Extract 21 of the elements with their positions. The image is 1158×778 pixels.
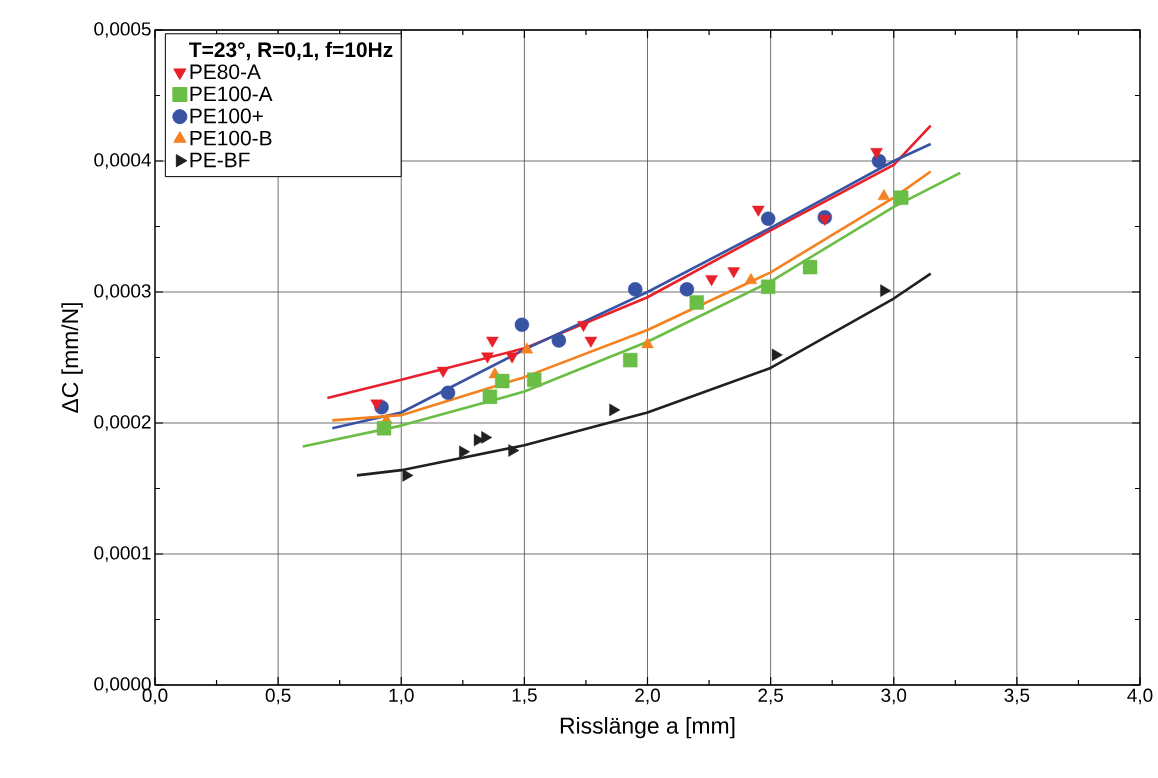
y-tick-label: 0,0001 — [94, 546, 151, 562]
x-tick-label: 2,5 — [758, 688, 783, 705]
x-tick-label: 1,5 — [512, 688, 537, 704]
legend-label: PE100-A — [190, 86, 273, 102]
x-axis-title: Risslänge a [mm] — [560, 716, 735, 739]
y-tick-label: 0,0004 — [94, 153, 151, 169]
y-tick-label: 0,0003 — [94, 284, 151, 300]
legend-label: PE100-B — [190, 130, 272, 146]
y-tick-label: 0,0005 — [94, 22, 151, 38]
y-tick-label: 0,0002 — [94, 415, 151, 431]
legend-label: PE100+ — [190, 108, 263, 124]
x-tick-label: 3,5 — [1004, 688, 1030, 705]
y-axis-title: ΔC [mm/N] — [61, 303, 83, 413]
legend-label: PE80-A — [190, 64, 261, 80]
legend-label: PE-BF — [190, 152, 250, 168]
x-tick-label: 1,0 — [389, 688, 414, 705]
x-tick-label: 4,0 — [1127, 688, 1153, 705]
x-tick-label: 3,0 — [881, 688, 907, 705]
x-tick-label: 2,0 — [635, 688, 660, 705]
x-tick-label: 0,5 — [265, 688, 291, 705]
legend-title: T=23°, R=0,1, f=10Hz — [189, 41, 393, 61]
